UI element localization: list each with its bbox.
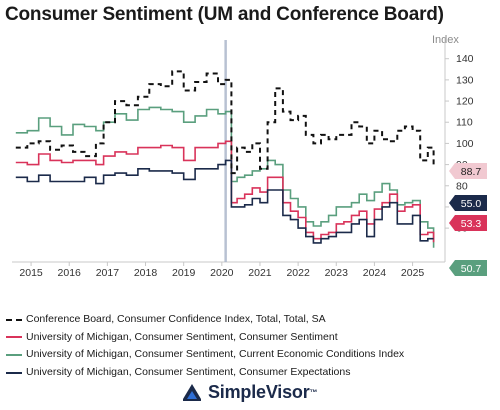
x-tick-label: 2022 — [286, 267, 310, 279]
series-line-0 — [15, 70, 435, 175]
y-tick-label: 130 — [456, 74, 474, 86]
end-value-label-2: 50.7 — [449, 260, 487, 276]
y-tick-label: 140 — [456, 53, 474, 65]
y-tick-label: 110 — [456, 117, 473, 129]
legend-swatch — [6, 336, 22, 339]
legend-label: University of Michigan, Consumer Sentime… — [26, 348, 405, 361]
x-tick-label: 2018 — [134, 267, 158, 279]
y-tick-label: 100 — [456, 138, 474, 150]
legend-item-1: University of Michigan, Consumer Sentime… — [6, 329, 404, 347]
x-tick-label: 2017 — [96, 267, 120, 279]
x-tick-label: 2019 — [172, 267, 196, 279]
chart-legend: Conference Board, Consumer Confidence In… — [6, 311, 404, 381]
end-value-text: 88.7 — [461, 166, 482, 178]
simplevisor-logo-icon — [183, 384, 201, 401]
end-value-badge — [449, 260, 487, 276]
y-tick-label: 120 — [456, 96, 474, 108]
x-tick-label: 2021 — [248, 267, 272, 279]
x-tick-label: 2025 — [401, 267, 425, 279]
legend-label: University of Michigan, Consumer Sentime… — [26, 330, 338, 343]
brand-trademark: ™ — [309, 387, 318, 397]
legend-swatch — [6, 371, 22, 374]
legend-item-0: Conference Board, Consumer Confidence In… — [6, 311, 404, 329]
series-line-3 — [15, 159, 434, 244]
x-tick-label: 2020 — [210, 267, 234, 279]
legend-label: Conference Board, Consumer Confidence In… — [26, 313, 326, 325]
brand-logo: SimpleVisor ™ — [181, 381, 318, 403]
x-tick-label: 2016 — [58, 267, 82, 279]
legend-item-2: University of Michigan, Consumer Sentime… — [6, 346, 404, 364]
end-value-badge — [449, 215, 487, 231]
x-tick-label: 2023 — [325, 267, 349, 279]
y-tick-label: 80 — [456, 180, 468, 192]
end-value-text: 53.3 — [461, 218, 482, 230]
legend-label: University of Michigan, Consumer Sentime… — [26, 365, 351, 378]
end-value-badge — [449, 163, 487, 179]
legend-swatch — [6, 318, 22, 321]
chart-plot: 2015 2016 2017 2018 2019 2020 2021 2022 2023 2024… — [12, 38, 487, 279]
legend-item-3: University of Michigan, Consumer Sentime… — [6, 364, 404, 382]
end-value-badge — [449, 195, 487, 211]
brand-name: SimpleVisor — [208, 381, 310, 402]
end-value-label-3: 55.0 — [449, 195, 487, 211]
end-value-label-0: 88.7 — [449, 163, 487, 179]
x-tick-label: 2015 — [19, 267, 43, 279]
x-tick-label: 2024 — [363, 267, 387, 279]
end-value-label-1: 53.3 — [449, 215, 487, 231]
legend-swatch — [6, 353, 22, 356]
end-value-text: 50.7 — [461, 263, 482, 275]
end-value-text: 55.0 — [461, 198, 482, 210]
chart-title: Consumer Sentiment (UM and Conference Bo… — [5, 4, 444, 25]
